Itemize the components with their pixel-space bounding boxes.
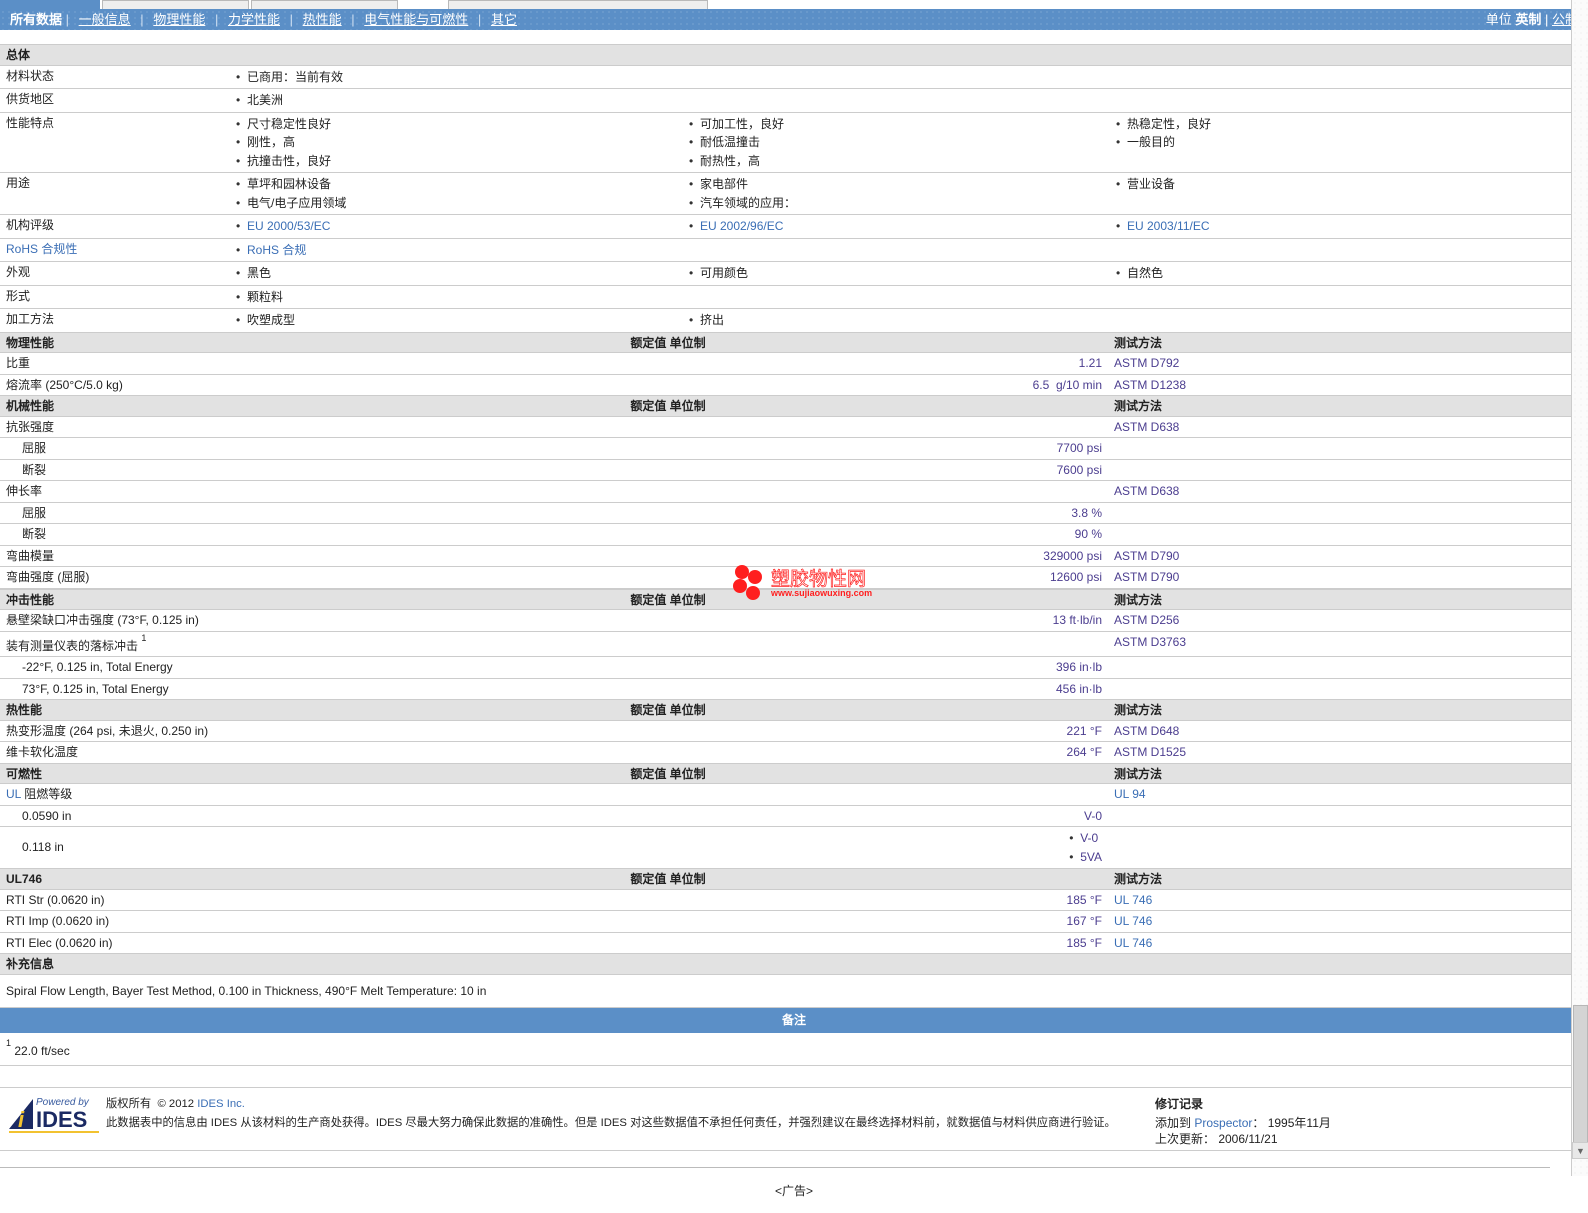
svg-text:www.sujiaowuxing.com: www.sujiaowuxing.com xyxy=(770,588,872,598)
svg-text:IDES: IDES xyxy=(36,1107,87,1132)
svg-text:i: i xyxy=(18,1107,25,1132)
svg-text:塑胶物性网: 塑胶物性网 xyxy=(771,568,866,590)
